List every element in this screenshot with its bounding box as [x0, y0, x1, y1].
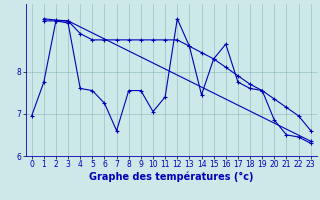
X-axis label: Graphe des températures (°c): Graphe des températures (°c): [89, 172, 253, 182]
